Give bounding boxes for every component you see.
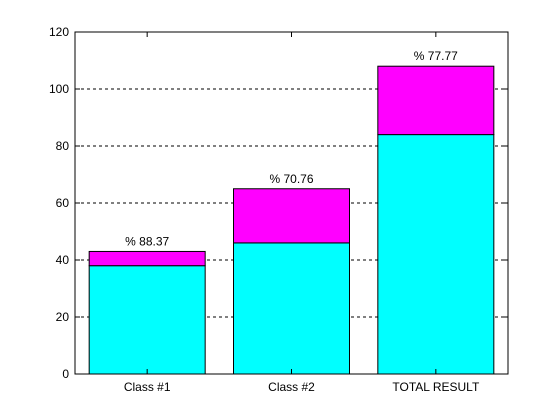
y-tick-label: 80 bbox=[56, 139, 70, 153]
bar-segment bbox=[233, 188, 350, 244]
bars bbox=[88, 65, 495, 375]
bar-segment bbox=[377, 134, 495, 375]
x-axis-labels: Class #1 Class #2 TOTAL RESULT bbox=[124, 32, 480, 394]
bar-segment bbox=[233, 242, 350, 375]
y-tick-label: 0 bbox=[62, 367, 69, 381]
x-tick-label: Class #2 bbox=[268, 380, 315, 394]
bar-segment bbox=[377, 65, 495, 136]
y-tick-label: 100 bbox=[49, 82, 69, 96]
x-tick-label: TOTAL RESULT bbox=[392, 380, 480, 394]
data-label: % 77.77 bbox=[414, 49, 458, 63]
y-axis-ticks: 0 20 40 60 80 100 120 bbox=[49, 25, 508, 381]
y-tick-label: 20 bbox=[56, 310, 70, 324]
bar-segment bbox=[88, 250, 206, 267]
data-label: % 70.76 bbox=[269, 172, 313, 186]
y-tick-label: 60 bbox=[56, 196, 70, 210]
y-tick-label: 120 bbox=[49, 25, 69, 39]
data-label: % 88.37 bbox=[125, 234, 169, 248]
data-labels: % 88.37 % 70.76 % 77.77 bbox=[125, 49, 458, 248]
bar-segment bbox=[88, 265, 206, 375]
y-tick-label: 40 bbox=[56, 253, 70, 267]
x-tick-label: Class #1 bbox=[124, 380, 171, 394]
